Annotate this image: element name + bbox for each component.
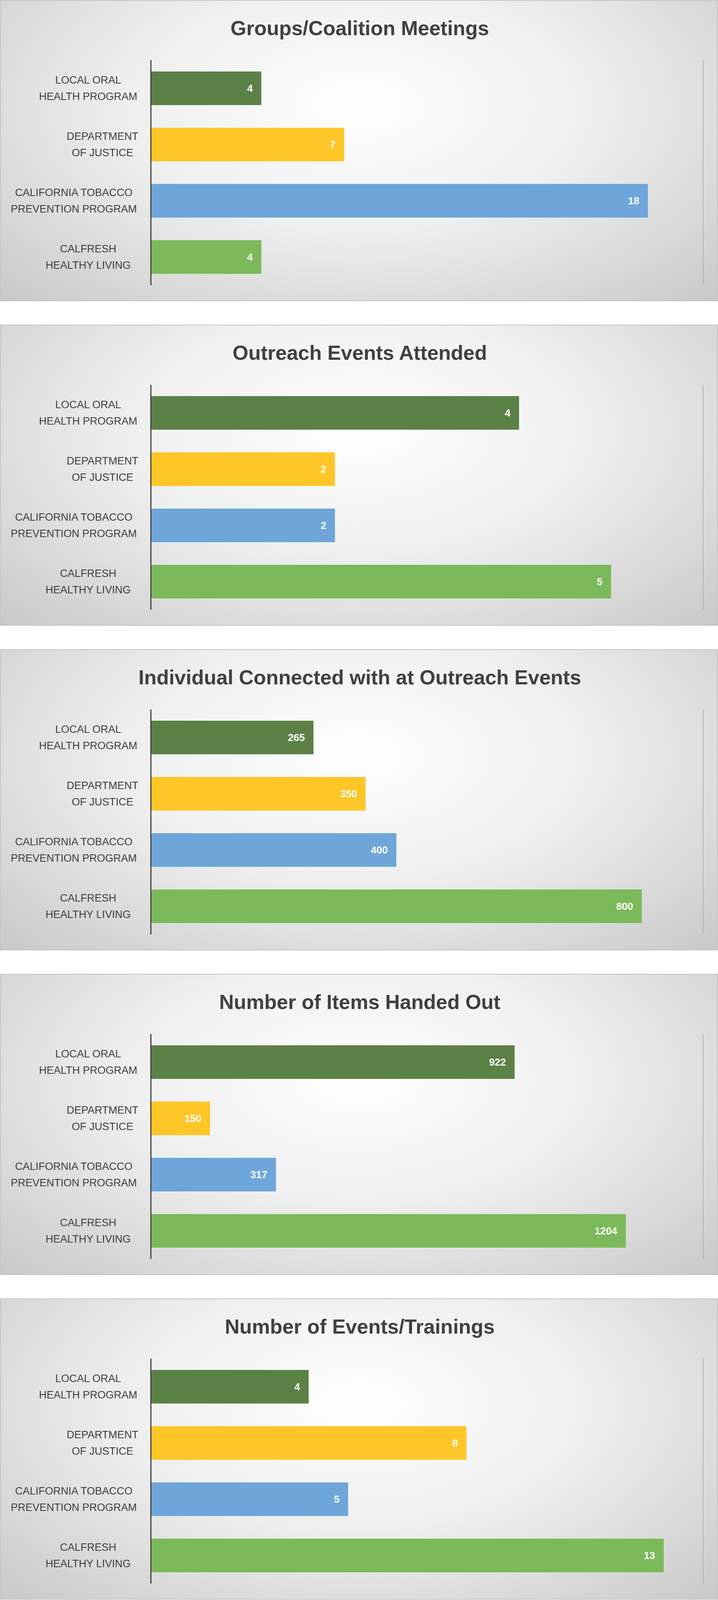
svg-text:13: 13: [643, 1550, 656, 1563]
svg-text:OF JUSTICE: OF JUSTICE: [71, 1121, 134, 1134]
svg-text:CALFRESH: CALFRESH: [59, 567, 117, 580]
svg-text:400: 400: [370, 844, 388, 857]
svg-text:DEPARTMENT: DEPARTMENT: [66, 1429, 139, 1442]
svg-text:7: 7: [329, 138, 336, 151]
svg-text:OF JUSTICE: OF JUSTICE: [71, 146, 134, 159]
svg-text:317: 317: [250, 1169, 268, 1182]
svg-text:LOCAL ORAL: LOCAL ORAL: [55, 399, 122, 411]
svg-text:CALIFORNIA TOBACCO: CALIFORNIA TOBACCO: [14, 511, 133, 524]
svg-text:4: 4: [294, 1381, 301, 1394]
svg-text:LOCAL ORAL: LOCAL ORAL: [55, 723, 122, 736]
svg-text:DEPARTMENT: DEPARTMENT: [66, 455, 139, 468]
svg-text:DEPARTMENT: DEPARTMENT: [66, 1104, 139, 1117]
svg-text:PREVENTION PROGRAM: PREVENTION PROGRAM: [10, 1502, 137, 1515]
svg-text:CALIFORNIA TOBACCO: CALIFORNIA TOBACCO: [14, 186, 133, 199]
svg-text:4: 4: [247, 251, 253, 264]
svg-text:350: 350: [340, 788, 357, 801]
svg-text:HEALTH PROGRAM: HEALTH PROGRAM: [39, 740, 138, 753]
svg-text:922: 922: [488, 1056, 506, 1069]
svg-text:HEALTH PROGRAM: HEALTH PROGRAM: [39, 1389, 138, 1402]
svg-text:CALIFORNIA TOBACCO: CALIFORNIA TOBACCO: [14, 1161, 133, 1173]
svg-text:5: 5: [333, 1494, 340, 1506]
svg-text:LOCAL ORAL: LOCAL ORAL: [55, 1373, 122, 1386]
svg-text:18: 18: [628, 195, 640, 207]
svg-text:CALFRESH: CALFRESH: [59, 892, 117, 905]
svg-text:150: 150: [184, 1113, 202, 1125]
svg-text:OF JUSTICE: OF JUSTICE: [71, 796, 134, 809]
svg-text:PREVENTION PROGRAM: PREVENTION PROGRAM: [10, 203, 137, 215]
svg-text:PREVENTION PROGRAM: PREVENTION PROGRAM: [10, 1177, 137, 1190]
svg-text:8: 8: [452, 1437, 458, 1450]
html-text:Outreach Events Attended: Outreach Events Attended: [232, 341, 488, 365]
svg-text:DEPARTMENT: DEPARTMENT: [66, 780, 139, 792]
svg-text:CALFRESH: CALFRESH: [59, 1217, 117, 1230]
svg-text:HEALTHY LIVING: HEALTHY LIVING: [45, 1233, 131, 1246]
html-text:Individual Connected with at O: Individual Connected with at Outreach Ev…: [138, 666, 582, 690]
svg-text:LOCAL ORAL: LOCAL ORAL: [55, 1048, 122, 1061]
html-text:Groups/Coalition Meetings: Groups/Coalition Meetings: [230, 16, 490, 40]
svg-text:HEALTHY LIVING: HEALTHY LIVING: [45, 259, 131, 272]
svg-text:4: 4: [247, 82, 253, 95]
svg-text:265: 265: [288, 732, 305, 744]
svg-text:4: 4: [504, 407, 511, 419]
svg-text:HEALTH PROGRAM: HEALTH PROGRAM: [39, 1065, 138, 1077]
svg-text:HEALTH PROGRAM: HEALTH PROGRAM: [39, 90, 138, 103]
html-text:Number of Events/Trainings: Number of Events/Trainings: [224, 1316, 495, 1339]
svg-text:CALFRESH: CALFRESH: [59, 1542, 117, 1555]
svg-text:5: 5: [596, 576, 603, 588]
svg-text:PREVENTION PROGRAM: PREVENTION PROGRAM: [10, 528, 137, 540]
svg-text:1204: 1204: [594, 1225, 618, 1238]
svg-text:800: 800: [616, 900, 634, 913]
svg-text:HEALTH PROGRAM: HEALTH PROGRAM: [39, 415, 138, 428]
svg-text:HEALTHY LIVING: HEALTHY LIVING: [45, 909, 131, 921]
svg-text:CALIFORNIA TOBACCO: CALIFORNIA TOBACCO: [14, 836, 133, 849]
svg-text:CALFRESH: CALFRESH: [59, 243, 117, 255]
html-text:Number of Items Handed Out: Number of Items Handed Out: [219, 991, 501, 1014]
svg-text:LOCAL ORAL: LOCAL ORAL: [55, 74, 122, 86]
svg-text:HEALTHY LIVING: HEALTHY LIVING: [45, 584, 131, 597]
svg-text:2: 2: [320, 519, 327, 532]
svg-text:CALIFORNIA TOBACCO: CALIFORNIA TOBACCO: [14, 1486, 133, 1498]
svg-text:PREVENTION PROGRAM: PREVENTION PROGRAM: [10, 852, 137, 865]
svg-text:OF JUSTICE: OF JUSTICE: [71, 1446, 134, 1458]
svg-text:DEPARTMENT: DEPARTMENT: [66, 130, 139, 143]
svg-text:HEALTHY LIVING: HEALTHY LIVING: [45, 1558, 131, 1571]
svg-text:OF JUSTICE: OF JUSTICE: [71, 471, 134, 484]
svg-text:2: 2: [320, 463, 327, 476]
